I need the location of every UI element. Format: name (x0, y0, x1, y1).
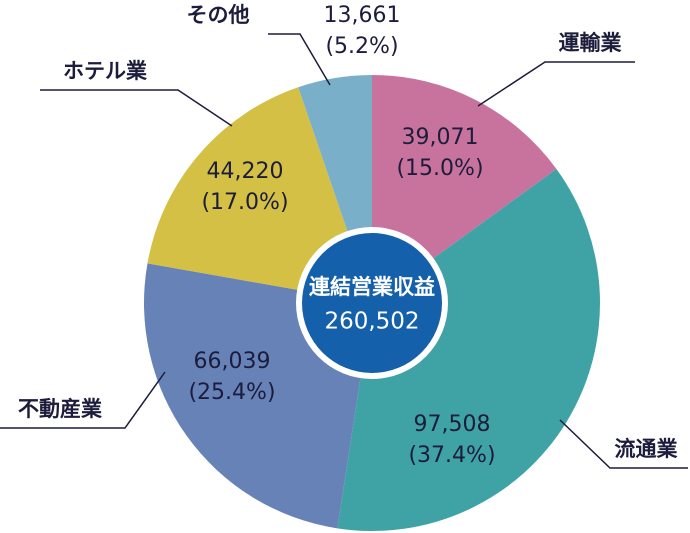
center-total: 260,502 (324, 309, 419, 335)
leader-line (268, 33, 331, 86)
value-label: 97,508 (414, 412, 491, 437)
center-disc (302, 233, 442, 373)
percent-label: (5.2%) (325, 34, 398, 59)
value-label: 44,220 (207, 159, 284, 184)
percent-label: (15.0%) (396, 156, 483, 181)
category-label: 運輸業 (559, 31, 623, 55)
percent-label: (17.0%) (201, 190, 288, 215)
slice (147, 87, 372, 304)
category-label: その他 (187, 3, 250, 27)
center-title: 連結営業収益 (309, 275, 435, 299)
leader-line (0, 371, 166, 429)
category-label: 不動産業 (18, 397, 103, 421)
category-label: 流通業 (615, 437, 679, 461)
percent-label: (25.4%) (188, 380, 275, 405)
percent-label: (37.4%) (408, 443, 495, 468)
value-label: 39,071 (402, 125, 479, 150)
leader-line (40, 89, 233, 127)
slice (337, 168, 600, 531)
value-label: 13,661 (324, 3, 401, 28)
value-label: 66,039 (194, 349, 271, 374)
leader-line (477, 61, 635, 107)
leader-line (559, 419, 688, 469)
category-label: ホテル業 (63, 59, 148, 83)
